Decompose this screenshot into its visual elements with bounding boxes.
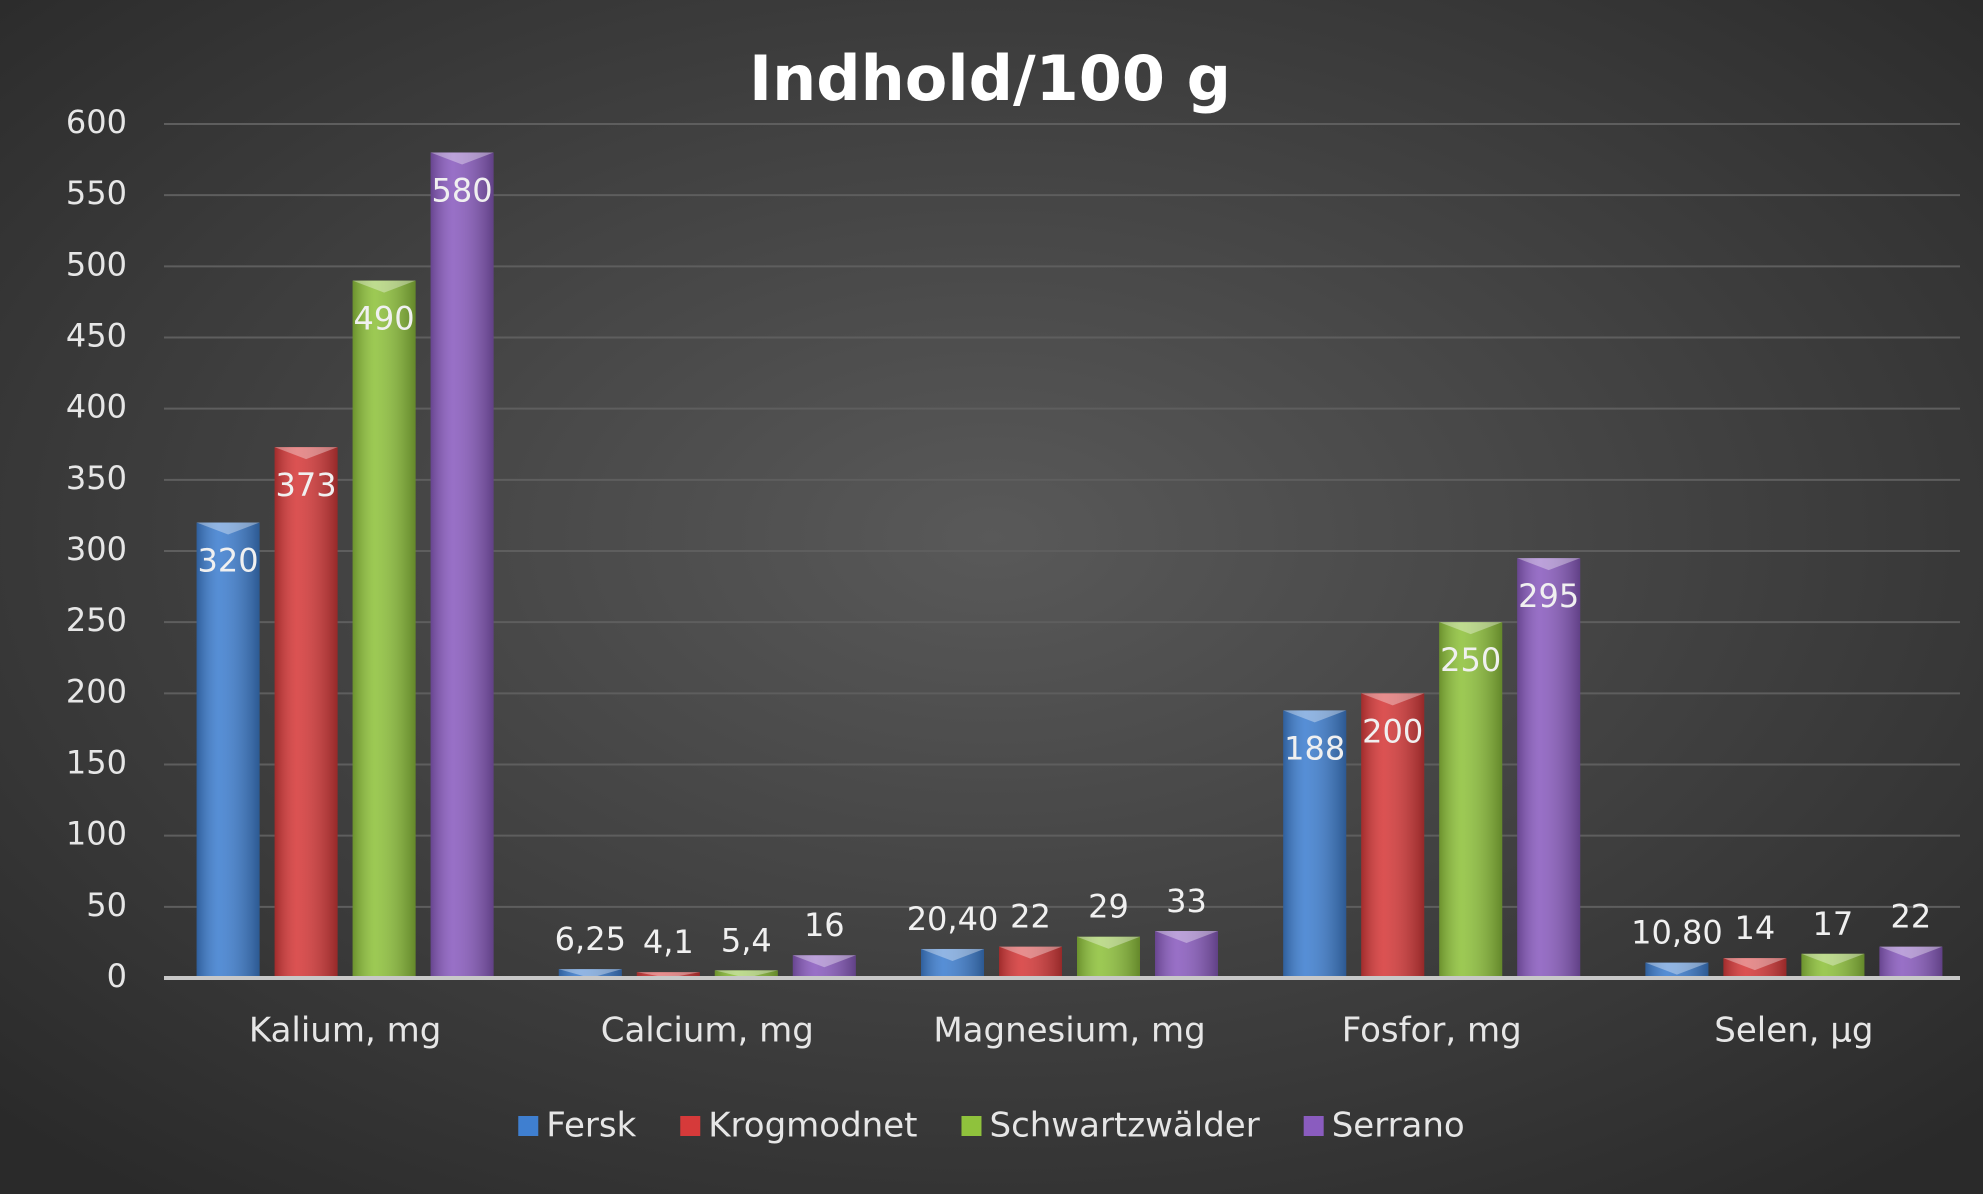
bar-bevel — [714, 970, 778, 978]
data-label: 200 — [1362, 712, 1423, 750]
legend-label: Schwartzwälder — [989, 1106, 1259, 1146]
y-tick-label: 100 — [66, 815, 127, 853]
y-tick-label: 450 — [66, 317, 127, 355]
data-label: 5,4 — [721, 921, 772, 959]
legend-item: Krogmodnet — [680, 1106, 917, 1146]
x-tick-label: Fosfor, mg — [1342, 1011, 1522, 1051]
bar-bevel — [196, 522, 260, 535]
bar — [430, 152, 494, 978]
data-label: 188 — [1284, 729, 1345, 767]
bar — [196, 522, 260, 978]
data-label: 6,25 — [555, 920, 626, 958]
legend: Fersk Krogmodnet Schwartzwälder Serrano — [518, 1106, 1465, 1146]
bar-bevel — [1879, 946, 1943, 959]
bar-bevel — [430, 152, 494, 165]
data-label: 295 — [1518, 577, 1579, 615]
data-label: 16 — [804, 906, 845, 944]
y-tick-label: 50 — [86, 886, 127, 924]
data-label: 10,80 — [1631, 914, 1723, 952]
chart-title: Indhold/100 g — [749, 42, 1231, 115]
data-label: 373 — [276, 466, 337, 504]
bar-bevel — [1801, 953, 1865, 966]
data-label: 22 — [1891, 898, 1932, 936]
bar-bevel — [999, 946, 1062, 959]
data-label: 320 — [198, 542, 259, 580]
legend-label: Serrano — [1332, 1106, 1465, 1146]
bar-bevel — [1645, 962, 1709, 975]
legend-swatch — [961, 1116, 982, 1136]
bar — [1517, 558, 1581, 978]
bar-bevel — [274, 447, 338, 460]
bar-bevel — [636, 972, 700, 978]
legend-swatch — [1303, 1116, 1324, 1136]
data-label: 490 — [354, 300, 415, 338]
bar-bevel — [1517, 558, 1581, 571]
y-tick-label: 350 — [66, 459, 127, 497]
legend-swatch — [518, 1116, 539, 1136]
legend-label: Fersk — [546, 1106, 636, 1146]
data-label: 580 — [432, 171, 493, 209]
bar-bevel — [1155, 931, 1218, 944]
x-tick-label: Kalium, mg — [249, 1011, 441, 1051]
y-tick-label: 400 — [66, 388, 127, 426]
data-label: 20,40 — [907, 900, 999, 938]
legend-item: Serrano — [1303, 1106, 1465, 1146]
legend-item: Schwartzwälder — [961, 1106, 1260, 1146]
legend-label: Krogmodnet — [708, 1106, 917, 1146]
y-tick-label: 550 — [66, 174, 127, 212]
x-tick-label: Calcium, mg — [601, 1011, 814, 1051]
bar-bevel — [1361, 693, 1425, 706]
y-tick-label: 500 — [66, 245, 127, 283]
bar — [274, 447, 338, 978]
y-tick-label: 250 — [66, 601, 127, 639]
y-tick-label: 0 — [107, 957, 127, 995]
bar — [352, 280, 416, 979]
legend-item: Fersk — [518, 1106, 637, 1146]
y-tick-label: 150 — [66, 744, 127, 782]
bar-bevel — [921, 948, 984, 961]
y-tick-label: 200 — [66, 672, 127, 710]
data-label: 14 — [1735, 909, 1776, 947]
bar-bevel — [1723, 958, 1787, 971]
bar-bevel — [352, 280, 416, 293]
data-label: 4,1 — [643, 923, 694, 961]
y-tick-label: 300 — [66, 530, 127, 568]
bar-bevel — [1283, 710, 1347, 723]
x-tick-label: Selen, µg — [1714, 1011, 1873, 1051]
x-tick-label: Magnesium, mg — [933, 1011, 1205, 1051]
bar-bevel — [558, 969, 622, 978]
data-label: 17 — [1813, 905, 1854, 943]
data-label: 33 — [1166, 882, 1207, 920]
bar-bevel — [792, 955, 856, 968]
legend-swatch — [680, 1116, 701, 1136]
data-label: 250 — [1440, 641, 1501, 679]
data-label: 29 — [1088, 888, 1129, 926]
data-label: 22 — [1010, 898, 1051, 936]
bar-bevel — [1077, 936, 1140, 949]
y-tick-label: 600 — [66, 103, 127, 141]
bar-bevel — [1439, 622, 1503, 635]
